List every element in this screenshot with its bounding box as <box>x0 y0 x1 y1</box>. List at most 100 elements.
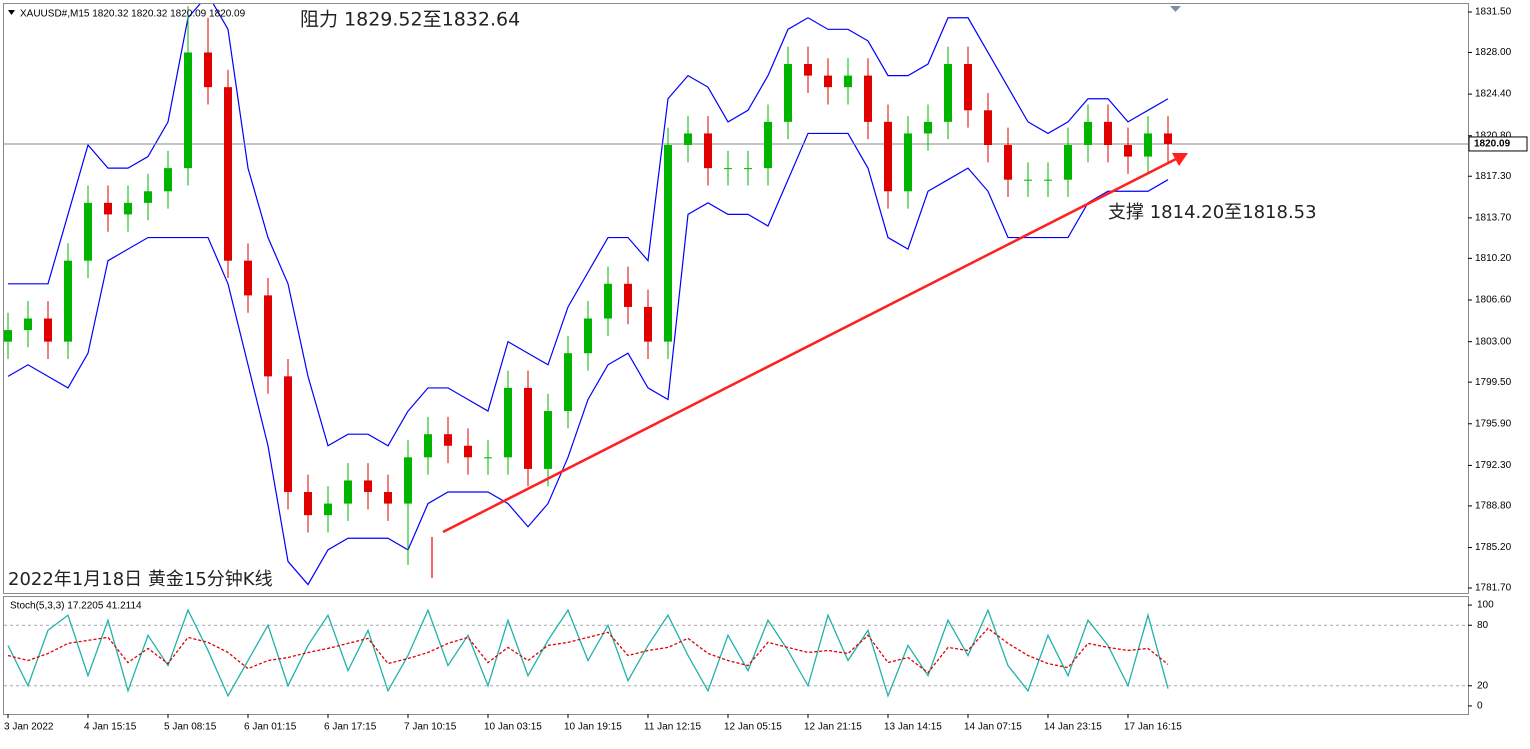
trend-line <box>442 156 1179 534</box>
candle-body <box>664 145 672 342</box>
main-panel <box>3 3 1469 594</box>
candle-body <box>384 492 392 504</box>
stoch-panel <box>3 596 1469 715</box>
candle-body <box>944 64 952 122</box>
y-tick-label: 1785.20 <box>1475 542 1512 553</box>
candle-body <box>344 480 352 504</box>
y-tick-label: 1788.80 <box>1475 501 1512 512</box>
candle-body <box>44 318 52 342</box>
candle-body <box>564 353 572 412</box>
candle-body <box>704 133 712 169</box>
candle-body <box>764 121 772 169</box>
candle-body <box>1104 121 1112 146</box>
candle-body <box>104 202 112 215</box>
band-upper <box>8 4 1169 447</box>
candle-body <box>684 133 692 146</box>
candle-body <box>1144 133 1152 157</box>
candle-body <box>1004 145 1012 180</box>
x-tick-label: 10 Jan 19:15 <box>564 722 622 733</box>
shift-marker <box>1170 6 1181 12</box>
x-tick-label: 17 Jan 16:15 <box>1124 722 1182 733</box>
x-tick-label: 6 Jan 01:15 <box>244 722 297 733</box>
candle-body <box>984 110 992 146</box>
candle-body <box>1164 133 1172 144</box>
band-lower <box>7 132 1169 586</box>
candle-body <box>264 295 272 377</box>
candle-body <box>184 52 192 169</box>
candle-body <box>484 457 492 459</box>
candle-body <box>584 318 592 354</box>
y-tick-label: 1799.50 <box>1475 377 1512 388</box>
candle-body <box>884 121 892 192</box>
x-tick-label: 5 Jan 08:15 <box>164 722 217 733</box>
candle-body <box>504 387 512 458</box>
candle-body <box>304 492 312 516</box>
candle-body <box>844 75 852 88</box>
stoch-line <box>7 608 1169 698</box>
candle-body <box>164 168 172 192</box>
x-tick-label: 13 Jan 14:15 <box>884 722 942 733</box>
candle-body <box>864 75 872 122</box>
y-tick-label: 20 <box>1477 680 1489 691</box>
price-box <box>1468 136 1528 152</box>
price-label: 1820.09 <box>1474 139 1511 150</box>
candle-body <box>904 133 912 192</box>
candle-body <box>244 260 252 296</box>
x-tick-label: 12 Jan 05:15 <box>724 722 782 733</box>
chart-header: XAUUSD#,M15 1820.32 1820.32 1820.09 1820… <box>20 9 246 20</box>
x-tick-label: 4 Jan 15:15 <box>84 722 137 733</box>
y-tick-label: 1817.30 <box>1475 171 1512 182</box>
candle-body <box>464 445 472 458</box>
candle-body <box>544 411 552 469</box>
candle-body <box>324 503 332 516</box>
x-tick-label: 3 Jan 2022 <box>4 722 54 733</box>
axes: 1831.50 1828.00 1824.40 1820.80 1817.30 1813.… <box>4 7 1528 733</box>
candle-body <box>724 168 732 170</box>
candle-body <box>1124 145 1132 157</box>
candle-body <box>224 87 232 261</box>
x-tick-label: 6 Jan 17:15 <box>324 722 377 733</box>
candle-body <box>404 457 412 504</box>
x-tick-label: 14 Jan 23:15 <box>1044 722 1102 733</box>
y-tick-label: 1792.30 <box>1475 460 1512 471</box>
candle-body <box>24 318 32 331</box>
candle-body <box>1044 179 1052 181</box>
candle-body <box>964 64 972 111</box>
candle-body <box>824 75 832 88</box>
y-tick-label: 1820.80 <box>1475 130 1512 141</box>
price-plot <box>4 4 1468 586</box>
x-tick-label: 14 Jan 07:15 <box>964 722 1022 733</box>
y-tick-label: 80 <box>1477 620 1489 631</box>
candle-body <box>1064 145 1072 180</box>
y-tick-label: 1810.20 <box>1475 253 1512 264</box>
candle-body <box>644 306 652 342</box>
y-tick-label: 1795.90 <box>1475 418 1512 429</box>
x-tick-label: 12 Jan 21:15 <box>804 722 862 733</box>
support-note: 支撑 1814.20至1818.53 <box>1108 202 1317 223</box>
candle-body <box>924 121 932 134</box>
candle-body <box>524 387 532 469</box>
y-tick-label: 100 <box>1477 600 1494 611</box>
candle-body <box>124 202 132 215</box>
stoch-title: Stoch(5,3,3) 17.2205 41.2114 <box>10 601 142 612</box>
candle-body <box>4 330 12 342</box>
candle-body <box>144 191 152 203</box>
candle-body <box>1024 179 1032 181</box>
x-tick-label: 7 Jan 10:15 <box>404 722 457 733</box>
y-tick-label: 1828.00 <box>1475 47 1512 58</box>
y-tick-label: 1806.60 <box>1475 295 1512 306</box>
resistance-note: 阻力 1829.52至1832.64 <box>300 9 520 31</box>
candle-body <box>1084 121 1092 146</box>
candle-body <box>804 64 812 76</box>
menu-marker <box>8 10 15 15</box>
candle-body <box>624 283 632 307</box>
candle-body <box>604 283 612 319</box>
y-tick-label: 1813.70 <box>1475 213 1512 224</box>
candle-body <box>784 64 792 122</box>
stoch-line <box>7 627 1169 674</box>
stoch-plot <box>4 608 1468 698</box>
y-tick-label: 1831.50 <box>1475 7 1512 18</box>
candle-body <box>424 434 432 458</box>
x-tick-label: 10 Jan 03:15 <box>484 722 542 733</box>
